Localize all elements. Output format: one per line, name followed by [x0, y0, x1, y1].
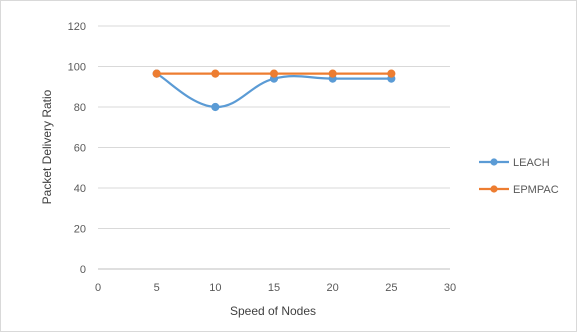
x-tick-label: 5 [154, 282, 160, 294]
legend-label-leach: LEACH [513, 157, 550, 169]
x-tick-label: 25 [385, 282, 397, 294]
x-tick-label: 10 [209, 282, 221, 294]
data-point-epmpac [387, 69, 396, 78]
data-point-epmpac [211, 69, 220, 78]
x-tick-label: 0 [95, 282, 101, 294]
x-axis-title: Speed of Nodes [230, 304, 316, 318]
data-point-leach [211, 102, 220, 112]
data-point-epmpac [269, 69, 279, 78]
y-axis-title: Packet Delivery Ratio [40, 89, 54, 204]
data-point-epmpac [328, 69, 337, 78]
y-tick-label: 100 [68, 62, 86, 74]
legend: LEACH EPMPAC [479, 157, 559, 196]
x-tick-label: 20 [327, 282, 339, 294]
data-point-epmpac [152, 69, 161, 78]
y-tick-label: 80 [74, 102, 86, 114]
legend-marker-leach [490, 158, 498, 166]
x-tick-label: 30 [444, 282, 456, 294]
legend-marker-epmpac [490, 185, 498, 193]
y-tick-label: 0 [80, 264, 86, 276]
legend-label-epmpac: EPMPAC [513, 184, 559, 196]
y-tick-label: 20 [74, 224, 86, 236]
y-tick-label: 60 [74, 143, 86, 155]
data-series [152, 69, 396, 112]
gridlines [98, 25, 450, 229]
line-chart: 0 20 40 60 80 100 120 0 5 10 15 20 25 30 Packet Deliv… [40, 21, 559, 318]
x-tick-label: 15 [268, 282, 280, 294]
y-tick-label: 40 [74, 183, 86, 195]
y-tick-label: 120 [68, 21, 86, 33]
tick-labels: 0 20 40 60 80 100 120 0 5 10 15 20 25 30 [68, 21, 456, 294]
